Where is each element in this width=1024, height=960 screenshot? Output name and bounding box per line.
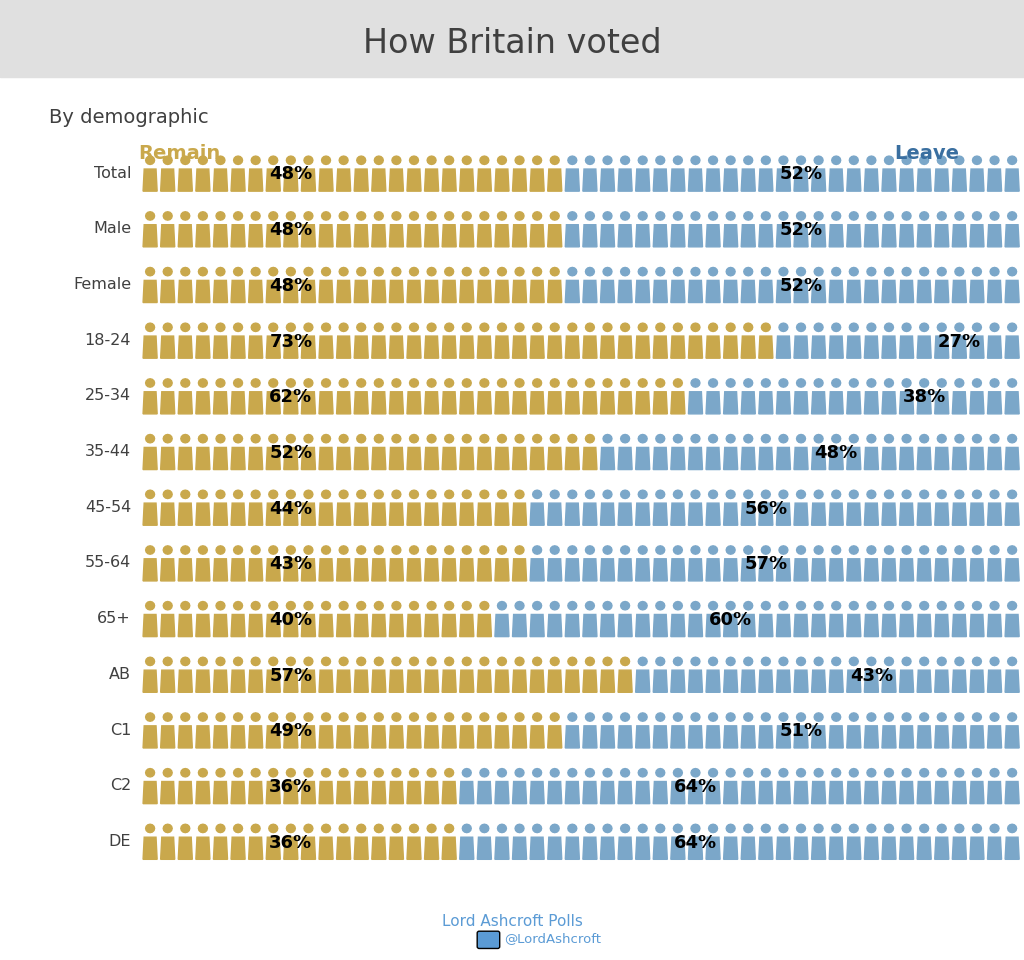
Text: DE: DE	[109, 834, 131, 849]
Text: Remain: Remain	[138, 144, 220, 163]
Text: 43%: 43%	[269, 555, 312, 573]
Text: 45-54: 45-54	[85, 500, 131, 515]
Text: 36%: 36%	[269, 778, 312, 796]
Text: 43%: 43%	[850, 666, 893, 684]
Text: 64%: 64%	[674, 778, 717, 796]
Text: 35-44: 35-44	[85, 444, 131, 459]
Text: 49%: 49%	[269, 722, 312, 740]
Text: 48%: 48%	[814, 444, 858, 462]
Text: Leave: Leave	[894, 144, 959, 163]
Text: 64%: 64%	[674, 833, 717, 852]
Text: 60%: 60%	[709, 611, 753, 629]
Text: Female: Female	[73, 277, 131, 292]
Text: 65+: 65+	[97, 612, 131, 626]
Text: 48%: 48%	[269, 221, 312, 239]
Text: 48%: 48%	[269, 165, 312, 183]
Text: 36%: 36%	[269, 833, 312, 852]
Text: 56%: 56%	[744, 499, 787, 517]
Text: 27%: 27%	[938, 332, 981, 350]
Text: 52%: 52%	[779, 165, 822, 183]
Text: 62%: 62%	[269, 388, 312, 406]
Text: 18-24: 18-24	[85, 333, 131, 348]
Text: @LordAshcroft: @LordAshcroft	[504, 932, 601, 946]
Text: 52%: 52%	[779, 221, 822, 239]
Text: 51%: 51%	[779, 722, 822, 740]
Text: 38%: 38%	[902, 388, 946, 406]
Text: 40%: 40%	[269, 611, 312, 629]
Text: 25-34: 25-34	[85, 389, 131, 403]
Text: Total: Total	[93, 166, 131, 180]
Text: AB: AB	[110, 667, 131, 682]
Text: 52%: 52%	[269, 444, 312, 462]
Text: 57%: 57%	[744, 555, 787, 573]
Text: How Britain voted: How Britain voted	[362, 27, 662, 60]
Text: 44%: 44%	[269, 499, 312, 517]
Text: By demographic: By demographic	[49, 108, 209, 127]
Text: Lord Ashcroft Polls: Lord Ashcroft Polls	[441, 914, 583, 929]
Text: 55-64: 55-64	[85, 556, 131, 570]
Text: C1: C1	[110, 723, 131, 737]
Text: 57%: 57%	[269, 666, 312, 684]
Text: 73%: 73%	[269, 332, 312, 350]
Text: Male: Male	[93, 222, 131, 236]
Text: C2: C2	[110, 779, 131, 793]
Text: 48%: 48%	[269, 276, 312, 295]
Text: 52%: 52%	[779, 276, 822, 295]
